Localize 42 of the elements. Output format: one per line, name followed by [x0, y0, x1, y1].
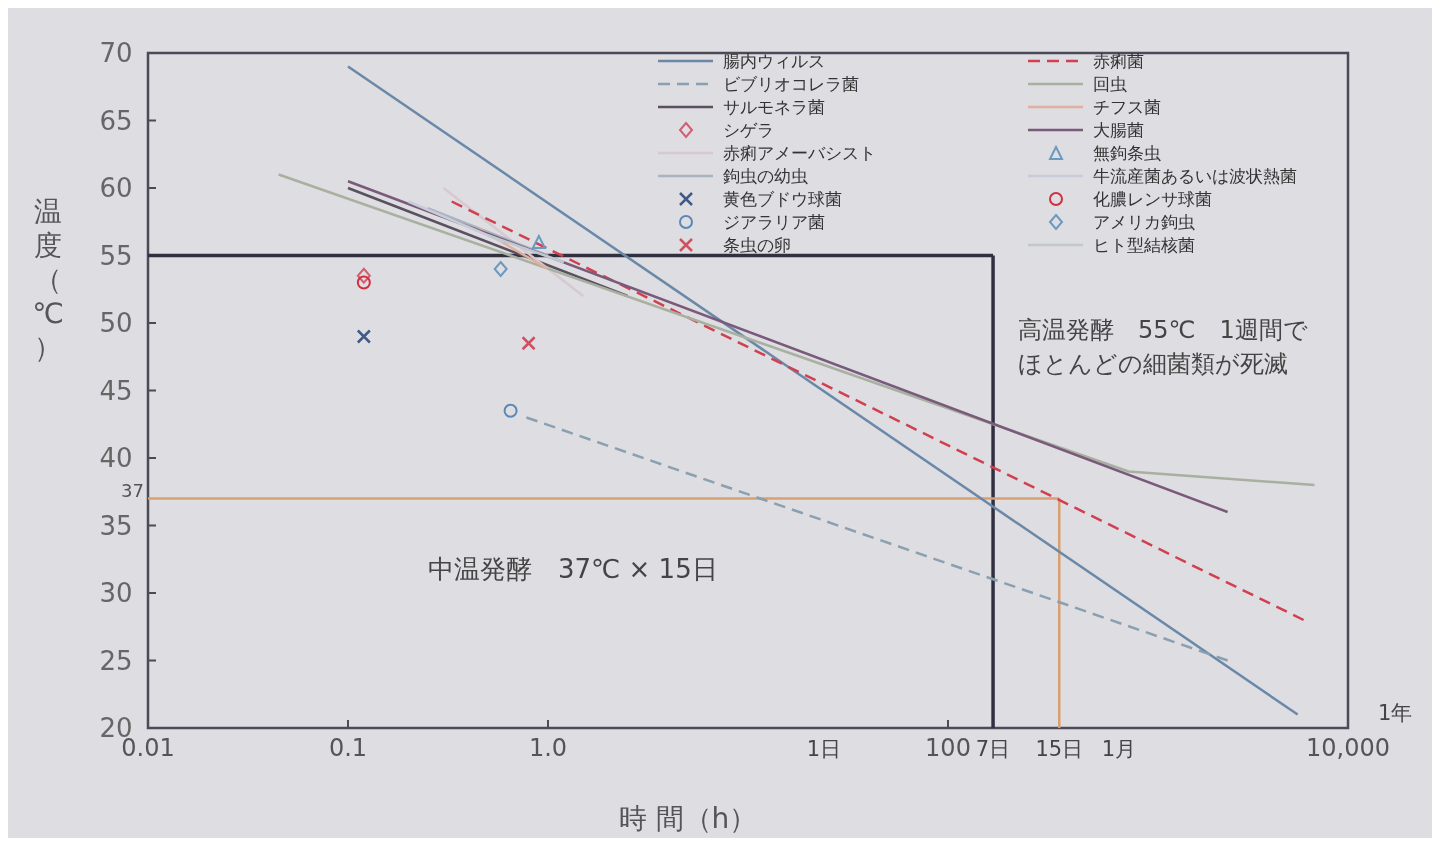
x-axis-title: 時 間（h） — [618, 802, 758, 835]
legend-label: サルモネラ菌 — [723, 96, 825, 117]
text: 1年 — [1378, 701, 1413, 725]
x-tick-label: 1.0 — [528, 734, 568, 762]
legend-label: 化膿レンサ球菌 — [1093, 188, 1212, 209]
legend-label: アメリカ鉤虫 — [1093, 211, 1195, 232]
legend-label: 赤痢アメーバシスト — [723, 142, 876, 163]
legend-label: ヒト型結核菌 — [1093, 234, 1195, 255]
legend-label: 赤痢菌 — [1093, 50, 1144, 71]
annotation: 中温発酵 37℃ × 15日 — [428, 554, 718, 584]
legend-label: 腸内ウィルス — [723, 50, 825, 71]
legend-label: 大腸菌 — [1093, 119, 1144, 140]
legend-label: シゲラ — [723, 119, 774, 140]
y-tick-label: 35 — [99, 510, 133, 541]
y-tick-label: 25 — [99, 645, 133, 676]
legend-label: ビブリオコレラ菌 — [723, 73, 859, 94]
ref-line-label: 37 — [121, 479, 144, 501]
legend-label: チフス菌 — [1093, 96, 1161, 117]
y-tick-label: 45 — [99, 375, 133, 406]
y-tick-label: 30 — [99, 578, 133, 609]
x-tick-label: 0.1 — [328, 734, 368, 762]
x-tick-label: 100 — [925, 734, 971, 762]
y-tick-label: 65 — [99, 105, 133, 136]
legend-label: 回虫 — [1093, 73, 1127, 94]
legend-label: 無鉤条虫 — [1093, 142, 1161, 163]
ref-line-label: 15日 — [1035, 737, 1084, 761]
y-tick-label: 60 — [99, 173, 133, 204]
y-tick-label: 70 — [99, 38, 133, 69]
x-tick-label: 10,000 — [1306, 734, 1390, 762]
legend-label: 条虫の卵 — [723, 234, 791, 255]
y-axis-title: 温度（℃） — [32, 194, 64, 364]
legend-label: 鉤虫の幼虫 — [723, 165, 808, 186]
legend-label: ジアラリア菌 — [723, 211, 825, 232]
y-tick-label: 40 — [99, 443, 133, 474]
legend-label: 牛流産菌あるいは波状熱菌 — [1093, 165, 1297, 186]
y-tick-label: 55 — [99, 240, 133, 271]
text: 1日 — [806, 737, 842, 761]
annotation: 高温発酵 55℃ 1週間でほとんどの細菌類が死滅 — [1018, 316, 1308, 378]
ref-line-label: 7日 — [975, 737, 1011, 761]
text: 1月 — [1101, 737, 1137, 761]
y-tick-label: 50 — [99, 308, 133, 339]
legend-label: 黄色ブドウ球菌 — [723, 188, 842, 209]
